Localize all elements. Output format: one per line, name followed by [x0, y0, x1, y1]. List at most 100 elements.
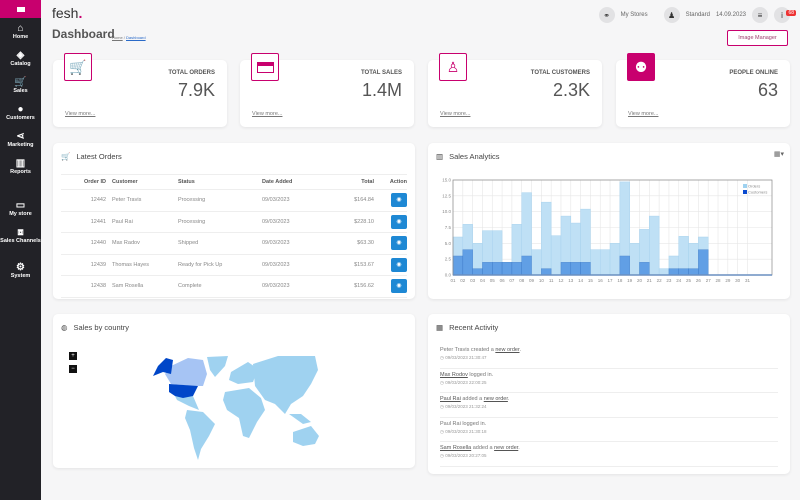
bar-orders — [609, 243, 621, 276]
sidebar-toggle[interactable] — [0, 0, 41, 18]
stat-value: 7.9K — [177, 80, 215, 100]
bar-orders — [629, 243, 640, 276]
x-tick-label: 14 — [578, 278, 584, 283]
sidebar-item-marketing[interactable]: ⋖ Marketing — [0, 131, 41, 153]
view-order-button[interactable]: ◉ — [391, 279, 407, 294]
panel-title: Sales by country — [73, 323, 129, 332]
activity-user-link[interactable]: Max Rodov — [440, 371, 468, 378]
order-id: 12439 — [61, 254, 106, 276]
x-tick-label: 21 — [647, 278, 653, 283]
activity-text: added a — [471, 445, 495, 451]
map-zoom-in-button[interactable]: + — [69, 352, 77, 360]
bar-chart-icon: ▥ — [15, 158, 26, 169]
info-button[interactable]: i 68 — [774, 7, 796, 23]
home-icon: ⌂ — [17, 23, 24, 34]
view-order-button[interactable]: ◉ — [391, 257, 407, 272]
map-zoom-out-button[interactable]: − — [69, 365, 77, 373]
y-tick-label: 15.0 — [442, 178, 451, 183]
x-tick-label: 28 — [716, 278, 722, 283]
sidebar-item-label: Customers — [6, 115, 35, 121]
activity-user-link[interactable]: Sam Rosella — [440, 445, 472, 451]
bar-customers — [501, 262, 513, 276]
hamburger-icon[interactable]: ≡ — [752, 7, 768, 23]
sidebar-item-my-store[interactable]: ▭ My store — [0, 200, 41, 222]
activity-item: Paul Rai added a new order. ◷ 09/03/2023… — [440, 393, 778, 418]
view-order-button[interactable]: ◉ — [391, 214, 407, 229]
activity-order-link[interactable]: new order — [494, 445, 519, 451]
link-icon[interactable]: ⚭ — [598, 7, 615, 23]
sidebar-item-label: Sales Channels — [0, 238, 41, 244]
logo[interactable]: fesh. — [52, 5, 82, 21]
activity-text: logged in. — [467, 371, 494, 378]
x-tick-label: 20 — [637, 278, 643, 283]
stat-card-customers: ♙ TOTAL CUSTOMERS 2.3K View more... — [428, 53, 602, 127]
bar-customers — [668, 268, 680, 276]
info-icon: i — [781, 10, 783, 20]
europe — [229, 362, 258, 384]
calendar-dropdown-icon[interactable]: ▦▾ — [773, 151, 784, 158]
date-added: 09/03/2023 — [262, 254, 322, 276]
x-tick-label: 02 — [460, 278, 466, 283]
sidebar-item-sales-channels[interactable]: ⧈ Sales Channels — [0, 227, 41, 257]
breadcrumb-dashboard[interactable]: Dashboard — [126, 35, 146, 40]
x-tick-label: 12 — [558, 278, 564, 283]
sidebar-item-sales[interactable]: 🛒 Sales — [0, 77, 41, 99]
y-tick-label: 10.0 — [442, 209, 451, 214]
order-id: 12438 — [61, 275, 106, 298]
sales-by-country-panel: ◍ Sales by country + − — [53, 314, 415, 468]
activity-item: Peter Travis created a new order. ◷ 09/0… — [440, 344, 778, 369]
status: Complete — [178, 275, 262, 298]
col-customer: Customer — [106, 174, 178, 190]
view-order-button[interactable]: ◉ — [391, 193, 407, 208]
customer: Max Radov — [106, 232, 178, 255]
australia — [293, 426, 319, 446]
activity-order-link[interactable]: new order — [495, 347, 520, 353]
view-more-link[interactable]: View more... — [440, 111, 471, 117]
view-more-link[interactable]: View more... — [252, 111, 283, 117]
order-id: 12441 — [61, 211, 106, 233]
sidebar-item-reports[interactable]: ▥ Reports — [0, 158, 41, 180]
view-more-link[interactable]: View more... — [628, 111, 659, 117]
stat-value: 1.4M — [361, 80, 402, 100]
stat-value: 63 — [757, 80, 778, 100]
col-action: Action — [374, 174, 407, 190]
total: $156.62 — [322, 275, 374, 298]
bar-customers — [560, 262, 572, 276]
world-map[interactable] — [53, 314, 415, 468]
sidebar-item-label: Sales — [13, 88, 28, 94]
sidebar-item-home[interactable]: ⌂ Home — [0, 23, 41, 45]
x-tick-label: 03 — [470, 278, 476, 283]
activity-time: 09/03/2023 20:27:05 — [445, 453, 487, 458]
stat-label: PEOPLE ONLINE — [729, 70, 778, 76]
activity-user-link[interactable]: Paul Rai — [440, 396, 461, 402]
sidebar-item-customers[interactable]: ● Customers — [0, 104, 41, 126]
activity-time: 09/03/2023 21:32:24 — [445, 404, 487, 409]
activity-text: Peter Travis created a — [440, 347, 496, 353]
activity-text: added a — [460, 396, 484, 402]
x-tick-label: 15 — [588, 278, 594, 283]
customer: Peter Travis — [106, 189, 178, 212]
x-tick-label: 07 — [509, 278, 515, 283]
breadcrumb-home[interactable]: Home — [112, 35, 123, 40]
view-order-button[interactable]: ◉ — [391, 236, 407, 251]
image-manager-button[interactable]: Image Manager — [727, 30, 788, 46]
my-stores-link[interactable]: My Stores — [620, 12, 648, 18]
sidebar-item-catalog[interactable]: ◈ Catalog — [0, 50, 41, 72]
sidebar-item-system[interactable]: ⚙ System — [0, 262, 41, 284]
monitor-icon: ▭ — [15, 200, 26, 211]
order-id: 12442 — [61, 189, 106, 212]
user-icon[interactable]: ♟ — [663, 7, 680, 23]
total: $228.10 — [322, 211, 374, 233]
clock-icon: ◷ — [440, 379, 446, 385]
bar-customers — [639, 262, 650, 276]
activity-list: Peter Travis created a new order. ◷ 09/0… — [440, 344, 778, 467]
order-id: 12440 — [61, 232, 106, 255]
table-row: 12441 Paul Rai Processing 09/03/2023 $22… — [61, 211, 407, 233]
activity-order-link[interactable]: new order — [483, 396, 508, 402]
recent-activity-panel: ▦ Recent Activity Peter Travis created a … — [428, 314, 790, 474]
view-more-link[interactable]: View more... — [65, 111, 96, 117]
x-tick-label: 31 — [745, 278, 751, 283]
notification-badge: 68 — [786, 10, 796, 16]
header-actions: ⚭ My Stores ♟ Standard 14.09.2023 ≡ i 68 — [598, 7, 796, 23]
bar-orders — [541, 201, 552, 276]
